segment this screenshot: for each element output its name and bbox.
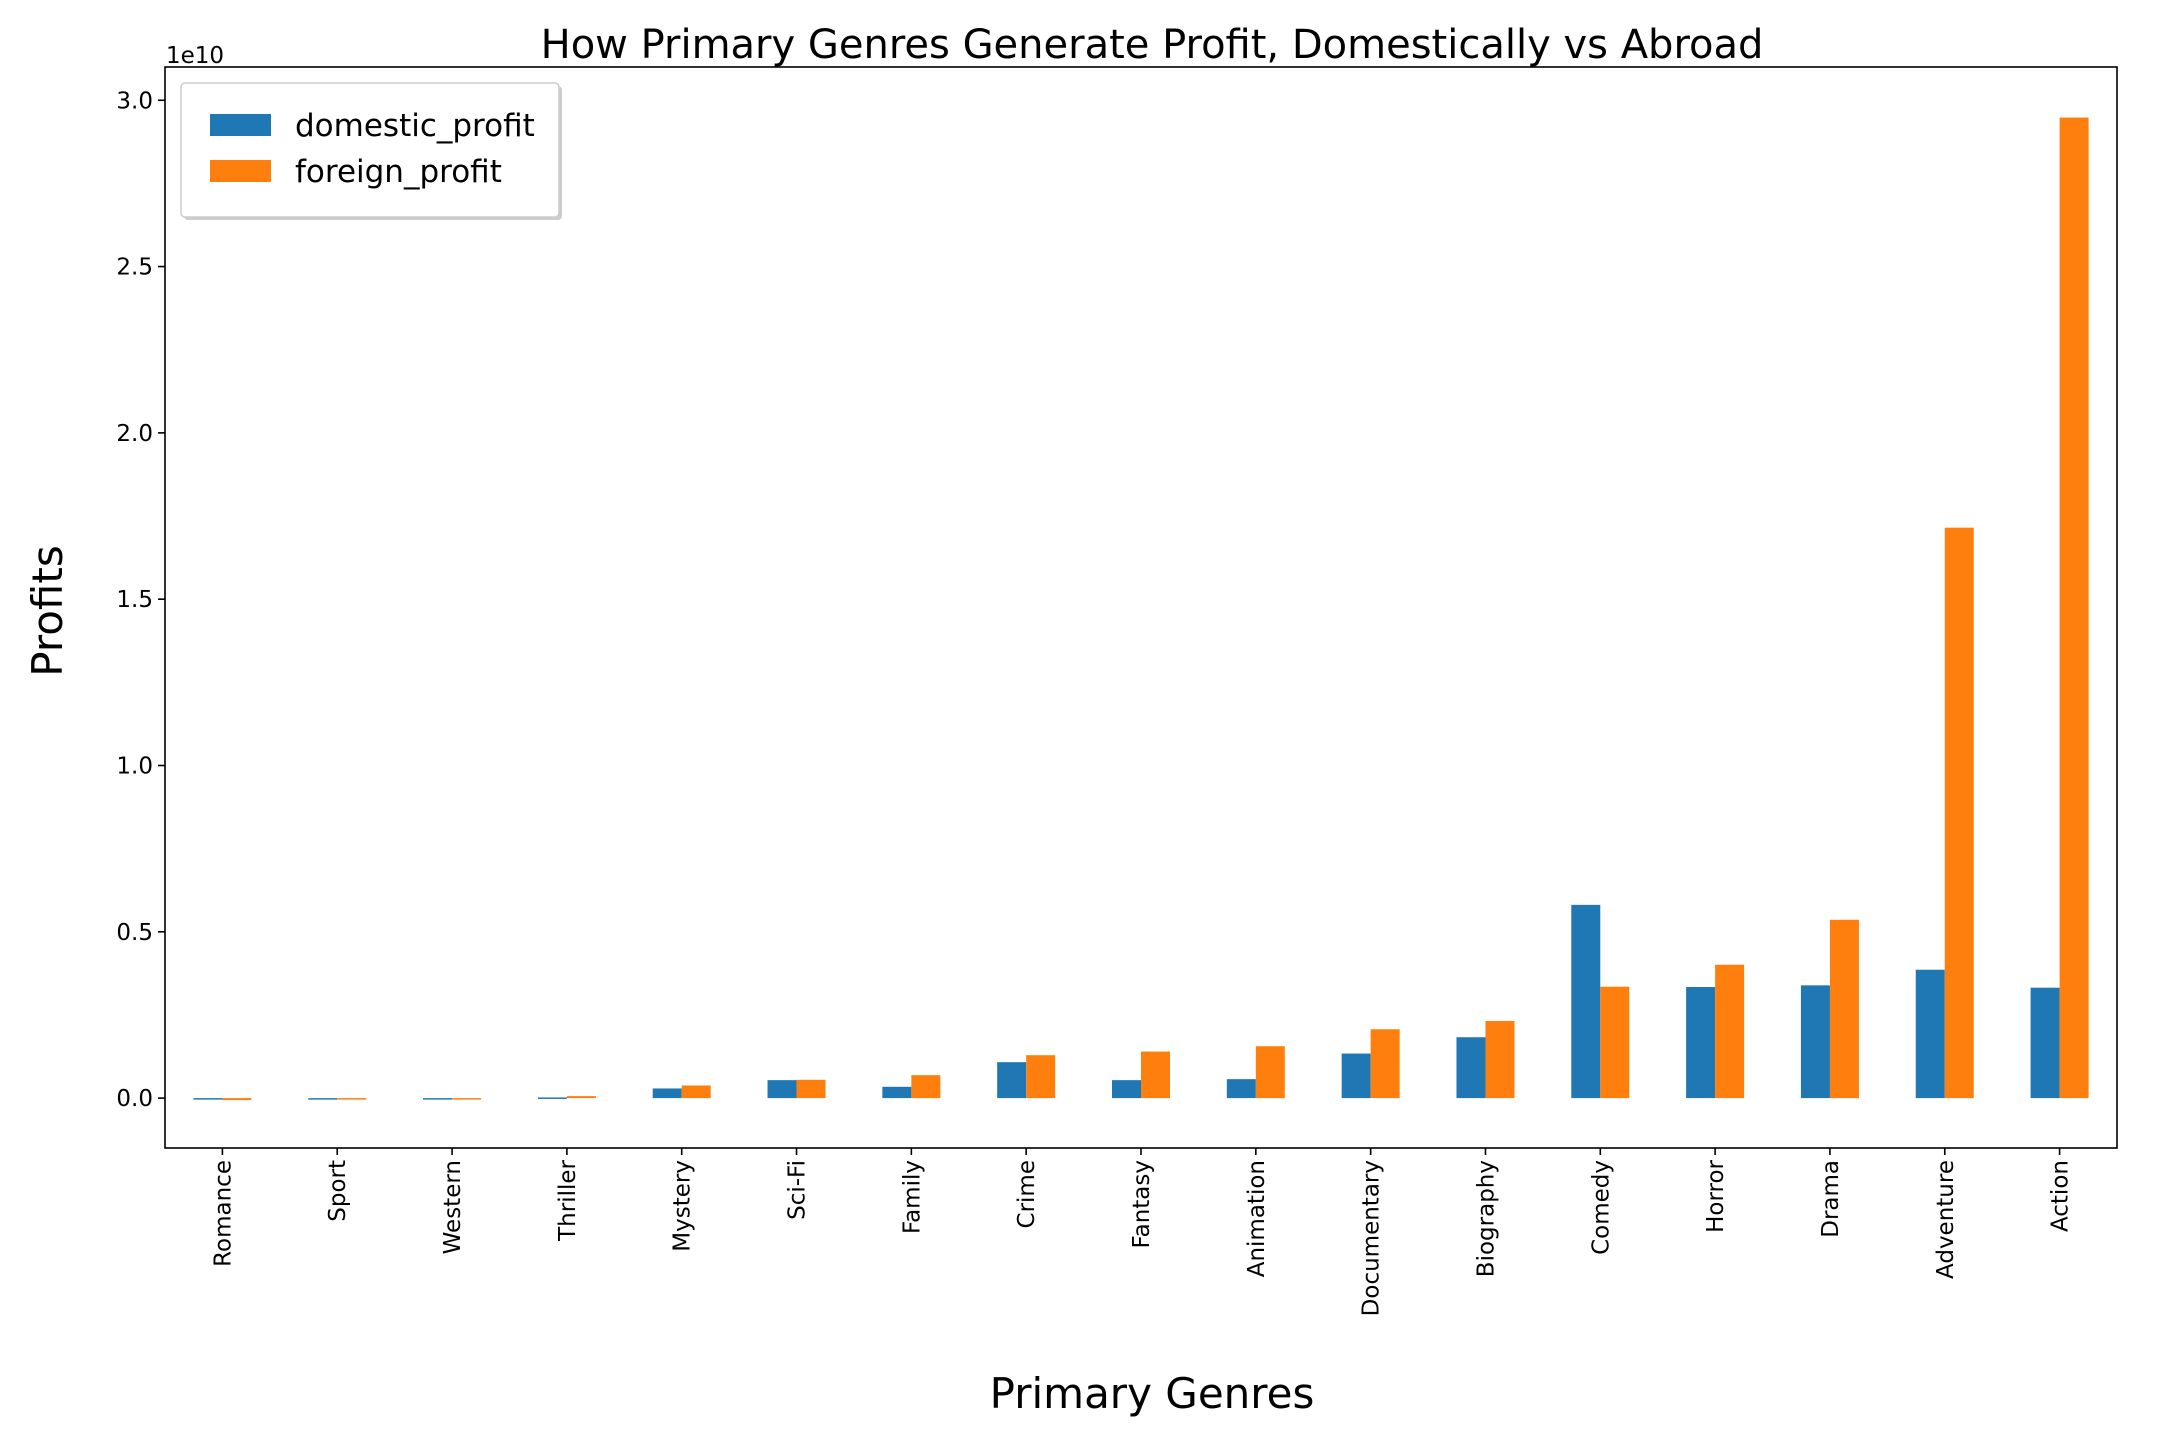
bar-domestic-profit-fantasy: [1112, 1080, 1141, 1099]
legend-label-foreign-profit: foreign_profit: [295, 154, 502, 190]
bar-domestic-profit-adventure: [1915, 969, 1945, 1099]
legend: domestic_profit foreign_profit: [180, 82, 562, 220]
bar-foreign-profit-thriller: [566, 1096, 596, 1099]
bar-domestic-profit-action: [2030, 987, 2060, 1099]
bar-foreign-profit-comedy: [1600, 986, 1630, 1099]
x-tick-label: Crime: [1014, 1160, 1040, 1228]
bar-foreign-profit-documentary: [1370, 1029, 1400, 1099]
y-axis-offset-label: 1e10: [166, 43, 224, 69]
y-tick-label: 0.0: [116, 1086, 153, 1112]
x-tick-label: Western: [440, 1160, 466, 1254]
bar-domestic-profit-family: [882, 1086, 912, 1099]
x-tick-label: Thriller: [555, 1159, 581, 1241]
legend-box: [180, 82, 560, 218]
y-tick-label: 2.5: [116, 255, 153, 281]
x-tick-label: Mystery: [670, 1160, 696, 1252]
bar-foreign-profit-crime: [1026, 1055, 1056, 1099]
y-tick-label: 0.5: [116, 920, 153, 946]
chart-title: How Primary Genres Generate Profit, Dome…: [541, 22, 1764, 68]
x-tick-label: Documentary: [1359, 1160, 1385, 1316]
x-tick-label: Fantasy: [1129, 1160, 1155, 1249]
bar-domestic-profit-mystery: [652, 1088, 682, 1099]
legend-swatch-foreign-profit: [210, 160, 271, 182]
bar-domestic-profit-romance: [193, 1098, 223, 1100]
y-axis-ticks: 0.0 0.5 1.0 1.5 2.0 2.5 3.0: [116, 88, 165, 1112]
bar-foreign-profit-adventure: [1944, 527, 1974, 1099]
bar-domestic-profit-sport: [308, 1098, 338, 1100]
x-tick-label: Action: [2048, 1160, 2074, 1232]
x-tick-label: Family: [899, 1160, 925, 1234]
bar-foreign-profit-drama: [1829, 919, 1859, 1099]
x-tick-label: Animation: [1244, 1160, 1270, 1277]
y-tick-label: 1.5: [116, 587, 153, 613]
bar-foreign-profit-fantasy: [1141, 1051, 1170, 1099]
bar-domestic-profit-drama: [1800, 985, 1830, 1099]
bar-domestic-profit-documentary: [1341, 1053, 1371, 1099]
bar-foreign-profit-sport: [337, 1098, 367, 1100]
y-tick-label: 1.0: [116, 753, 153, 779]
y-axis-label: Profits: [23, 545, 72, 676]
x-axis-ticks: Romance Sport Western Thriller Mystery Sci-Fi…: [210, 1148, 2074, 1316]
bar-domestic-profit-sci-fi: [767, 1080, 797, 1099]
bar-foreign-profit-action: [2059, 117, 2089, 1099]
x-tick-label: Sport: [325, 1160, 351, 1222]
legend-label-domestic-profit: domestic_profit: [295, 108, 535, 144]
bar-domestic-profit-thriller: [537, 1097, 567, 1099]
bar-foreign-profit-romance: [222, 1098, 252, 1101]
bar-foreign-profit-horror: [1715, 964, 1745, 1099]
bar-domestic-profit-western: [423, 1098, 453, 1100]
x-tick-label: Romance: [210, 1160, 236, 1267]
y-tick-label: 3.0: [116, 88, 153, 114]
bars-group: [193, 117, 2089, 1101]
y-tick-label: 2.0: [116, 421, 153, 447]
bar-foreign-profit-biography: [1485, 1020, 1515, 1099]
bar-domestic-profit-biography: [1456, 1037, 1486, 1099]
bar-domestic-profit-crime: [997, 1062, 1027, 1099]
bar-domestic-profit-horror: [1686, 987, 1716, 1099]
x-tick-label: Adventure: [1933, 1160, 1959, 1279]
bar-foreign-profit-western: [452, 1098, 482, 1100]
x-tick-label: Comedy: [1588, 1160, 1614, 1255]
bar-foreign-profit-sci-fi: [796, 1079, 826, 1099]
x-tick-label: Horror: [1703, 1159, 1729, 1232]
bar-foreign-profit-mystery: [681, 1085, 711, 1099]
x-tick-label: Sci-Fi: [785, 1160, 811, 1220]
bar-domestic-profit-animation: [1226, 1079, 1256, 1099]
legend-swatch-domestic-profit: [210, 114, 271, 136]
bar-domestic-profit-comedy: [1571, 904, 1601, 1099]
bar-foreign-profit-family: [911, 1075, 941, 1099]
bar-foreign-profit-animation: [1255, 1046, 1285, 1099]
x-tick-label: Biography: [1473, 1160, 1499, 1277]
x-axis-label: Primary Genres: [990, 1369, 1315, 1418]
x-tick-label: Drama: [1818, 1160, 1844, 1238]
